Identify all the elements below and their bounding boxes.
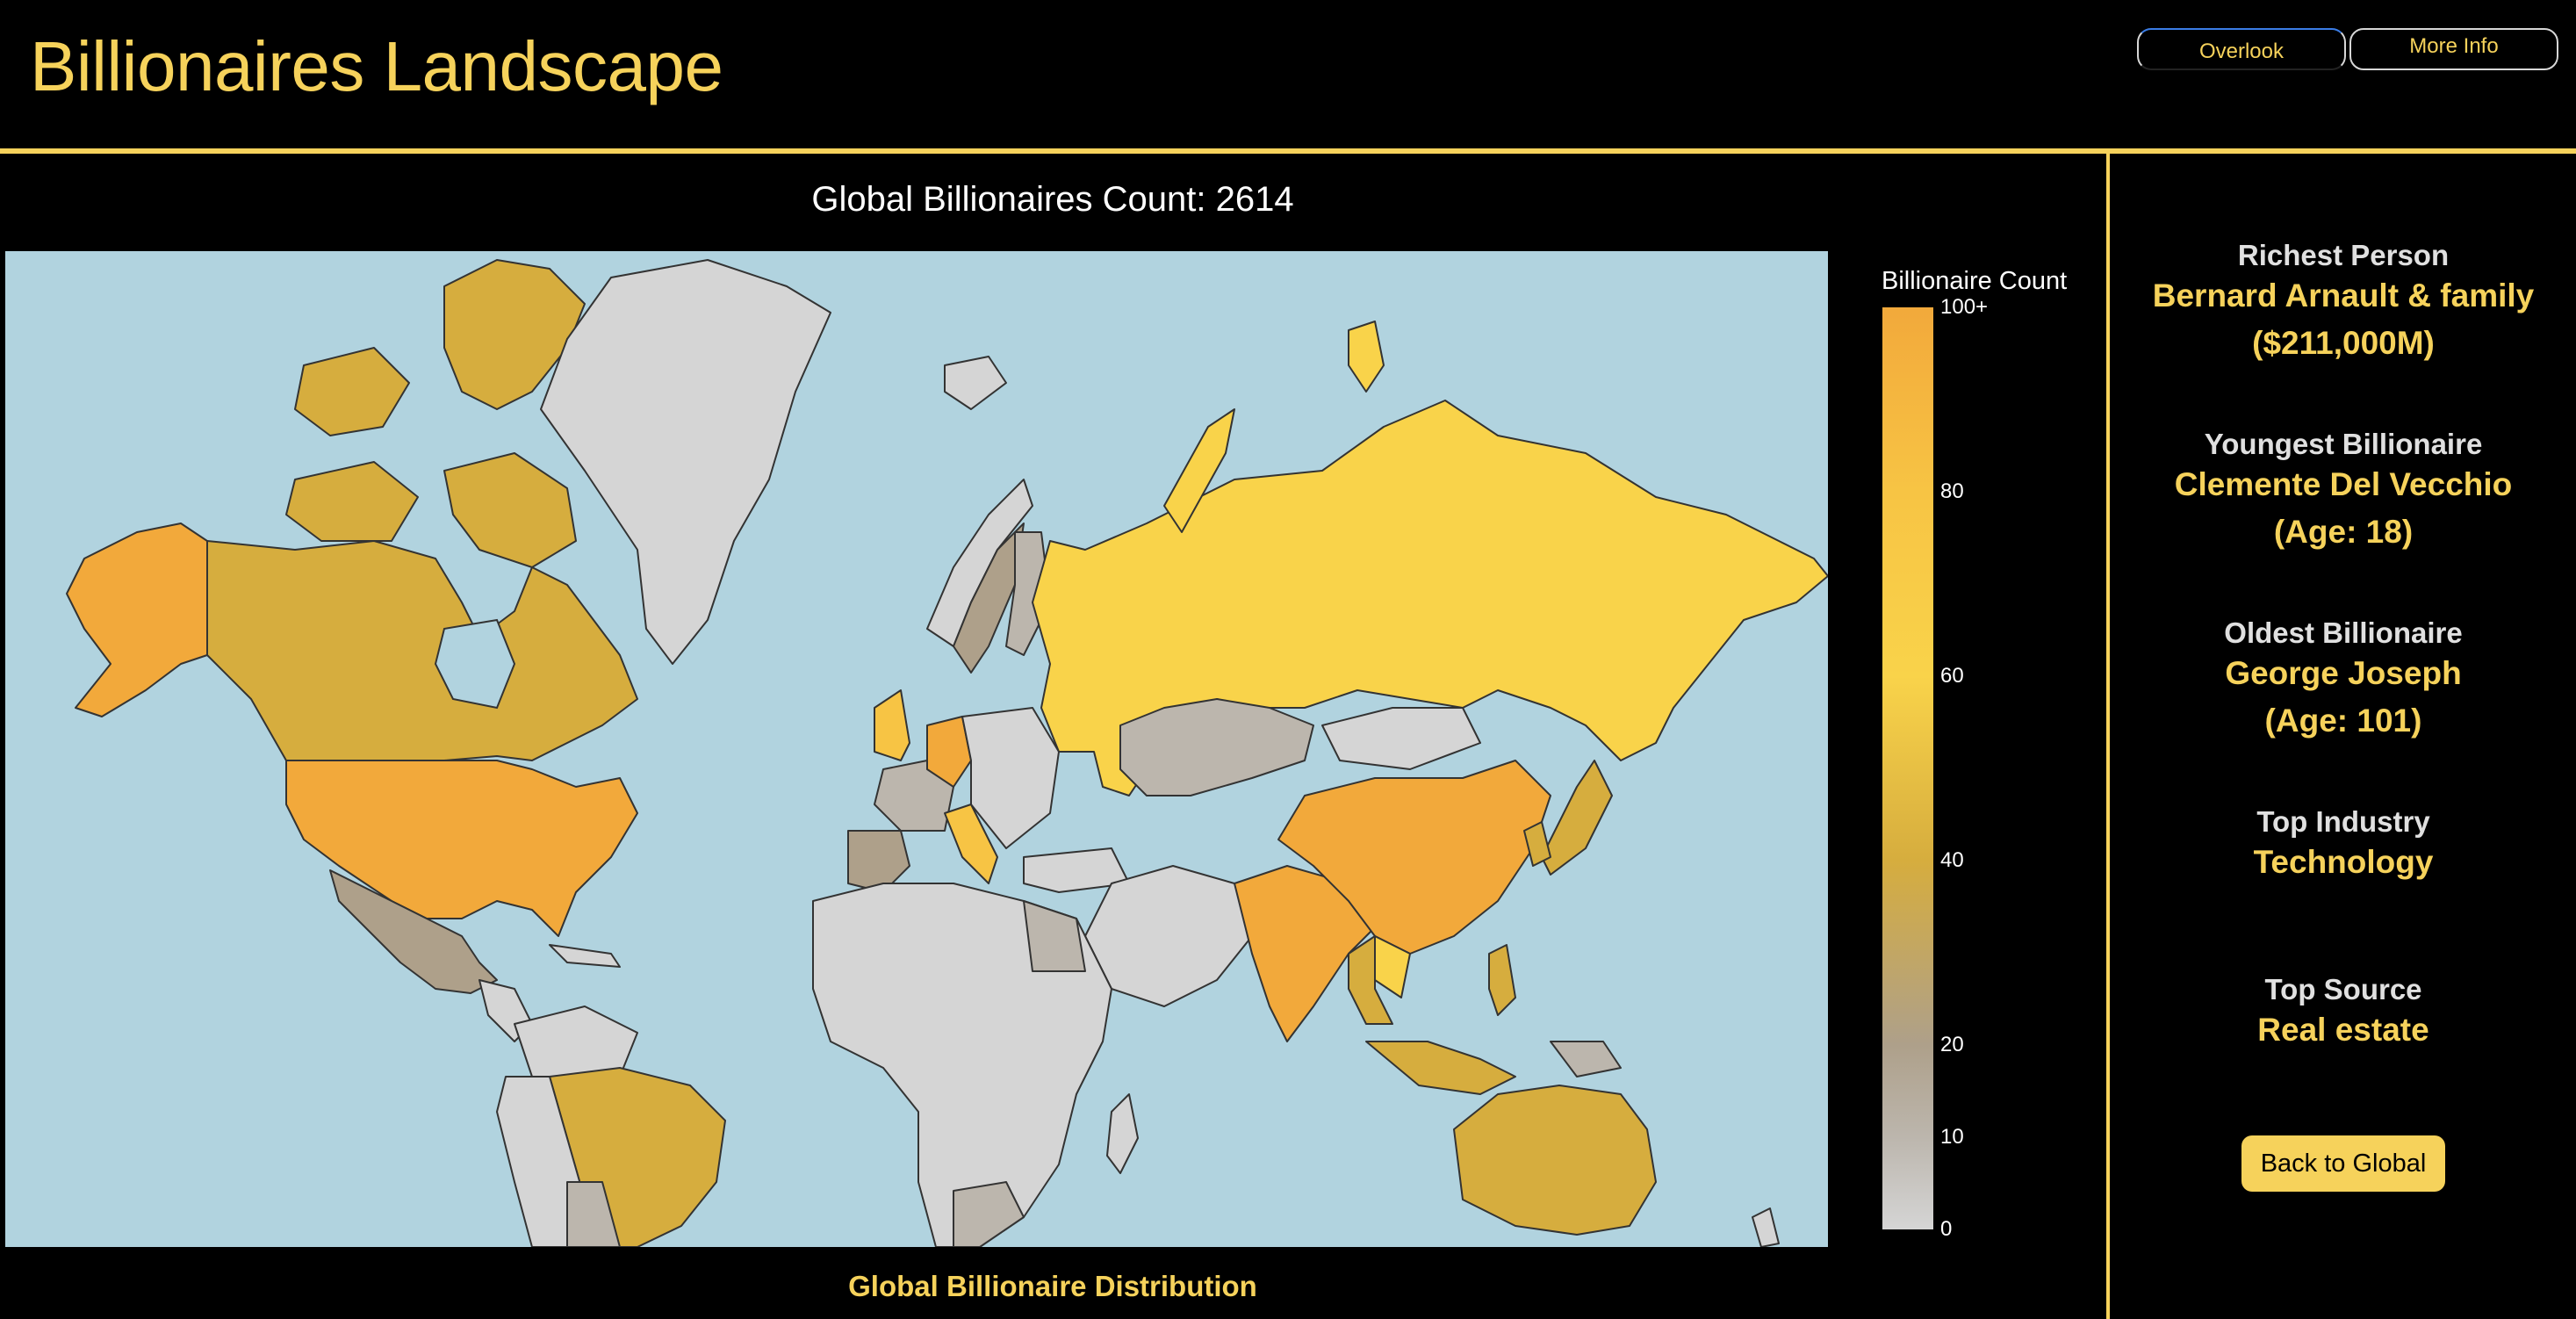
map-country-canada[interactable]	[206, 540, 638, 761]
map-caption: Global Billionaire Distribution	[848, 1270, 1257, 1302]
sidebar-divider	[2106, 151, 2110, 1319]
map-country-southeast-asia[interactable]	[1348, 935, 1393, 1025]
map-country-mongolia[interactable]	[1321, 707, 1481, 770]
stat-label: Oldest Billionaire	[2224, 616, 2463, 649]
legend-title: Billionaire Count	[1882, 267, 2068, 295]
stat-detail: (Age: 101)	[2264, 703, 2422, 739]
map-country-cuba[interactable]	[549, 944, 621, 968]
legend-tick: 10	[1940, 1125, 1964, 1149]
map-country-russia[interactable]	[1032, 400, 1828, 796]
map-country-japan[interactable]	[1541, 760, 1613, 876]
stat-oldest: Oldest Billionaire George Joseph (Age: 1…	[2111, 616, 2576, 745]
legend-colorbar	[1882, 307, 1933, 1229]
map-country-korea[interactable]	[1523, 821, 1551, 867]
map-country-usa[interactable]	[285, 760, 638, 937]
legend-tick: 40	[1940, 848, 1964, 872]
map-country-siberian-islands[interactable]	[1348, 321, 1385, 393]
map-country-canada-islands-2[interactable]	[294, 347, 410, 436]
map-country-philippines[interactable]	[1488, 944, 1516, 1016]
map-country-canada-islands[interactable]	[443, 259, 586, 410]
map-country-kazakhstan[interactable]	[1119, 698, 1314, 796]
global-count-heading: Global Billionaires Count: 2614	[811, 180, 1294, 219]
map-country-madagascar[interactable]	[1106, 1093, 1139, 1174]
stat-top-industry: Top Industry Technology	[2111, 805, 2576, 886]
map-hudson-bay	[434, 618, 516, 710]
stat-detail: (Age: 18)	[2273, 514, 2414, 550]
stat-richest: Richest Person Bernard Arnault & family …	[2111, 239, 2576, 367]
map-country-canada-islands-4[interactable]	[443, 452, 577, 568]
map-country-papua[interactable]	[1550, 1041, 1622, 1078]
nav-more-info-button[interactable]: More Info	[2349, 28, 2558, 70]
map-country-canada-islands-3[interactable]	[285, 461, 419, 542]
map-country-alaska[interactable]	[66, 523, 208, 717]
world-map[interactable]	[5, 251, 1828, 1247]
map-country-italy[interactable]	[944, 804, 998, 884]
nav-overlook-button[interactable]: Overlook	[2137, 28, 2346, 70]
map-country-india[interactable]	[1234, 865, 1385, 1042]
header-divider	[0, 148, 2576, 154]
map-country-uk[interactable]	[874, 689, 910, 761]
legend-tick: 60	[1940, 664, 1964, 688]
stat-value: George Joseph	[2225, 655, 2462, 691]
map-country-australia[interactable]	[1453, 1085, 1657, 1236]
stat-detail: ($211,000M)	[2252, 325, 2435, 361]
stat-label: Top Industry	[2256, 805, 2430, 838]
stat-value: Clemente Del Vecchio	[2174, 466, 2513, 502]
map-country-iceland[interactable]	[944, 356, 1007, 410]
app-title: Billionaires Landscape	[30, 27, 723, 105]
stat-youngest: Youngest Billionaire Clemente Del Vecchi…	[2111, 428, 2576, 556]
map-country-greenland[interactable]	[540, 259, 831, 665]
stat-label: Top Source	[2264, 973, 2422, 1005]
legend-tick: 100+	[1940, 295, 1989, 319]
map-country-argentina[interactable]	[566, 1181, 621, 1247]
map-country-germany[interactable]	[926, 716, 972, 788]
stat-value: Bernard Arnault & family	[2152, 277, 2535, 314]
stat-label: Youngest Billionaire	[2204, 428, 2483, 460]
top-nav: Overlook More Info	[2137, 28, 2558, 70]
legend-tick: 0	[1940, 1217, 1953, 1241]
map-country-spain[interactable]	[847, 830, 910, 893]
map-country-egypt[interactable]	[1023, 900, 1086, 972]
back-to-global-button[interactable]: Back to Global	[2241, 1135, 2445, 1192]
stat-value: Real estate	[2257, 1012, 2429, 1048]
map-country-africa[interactable]	[812, 883, 1112, 1247]
legend-tick: 20	[1940, 1033, 1964, 1056]
stat-top-source: Top Source Real estate	[2111, 973, 2576, 1054]
map-country-turkey[interactable]	[1023, 847, 1130, 893]
map-country-indonesia[interactable]	[1365, 1041, 1516, 1095]
stat-label: Richest Person	[2237, 239, 2450, 271]
world-map-svg[interactable]	[5, 251, 1828, 1247]
map-country-china[interactable]	[1277, 760, 1551, 955]
stat-value: Technology	[2253, 844, 2434, 880]
map-country-eastern-europe[interactable]	[961, 707, 1060, 849]
map-country-south-africa[interactable]	[953, 1181, 1025, 1247]
map-country-peru-chile[interactable]	[496, 1076, 586, 1247]
map-country-novaya-zemlya[interactable]	[1163, 408, 1235, 533]
legend-tick: 80	[1940, 479, 1964, 503]
map-country-new-zealand[interactable]	[1752, 1207, 1780, 1247]
